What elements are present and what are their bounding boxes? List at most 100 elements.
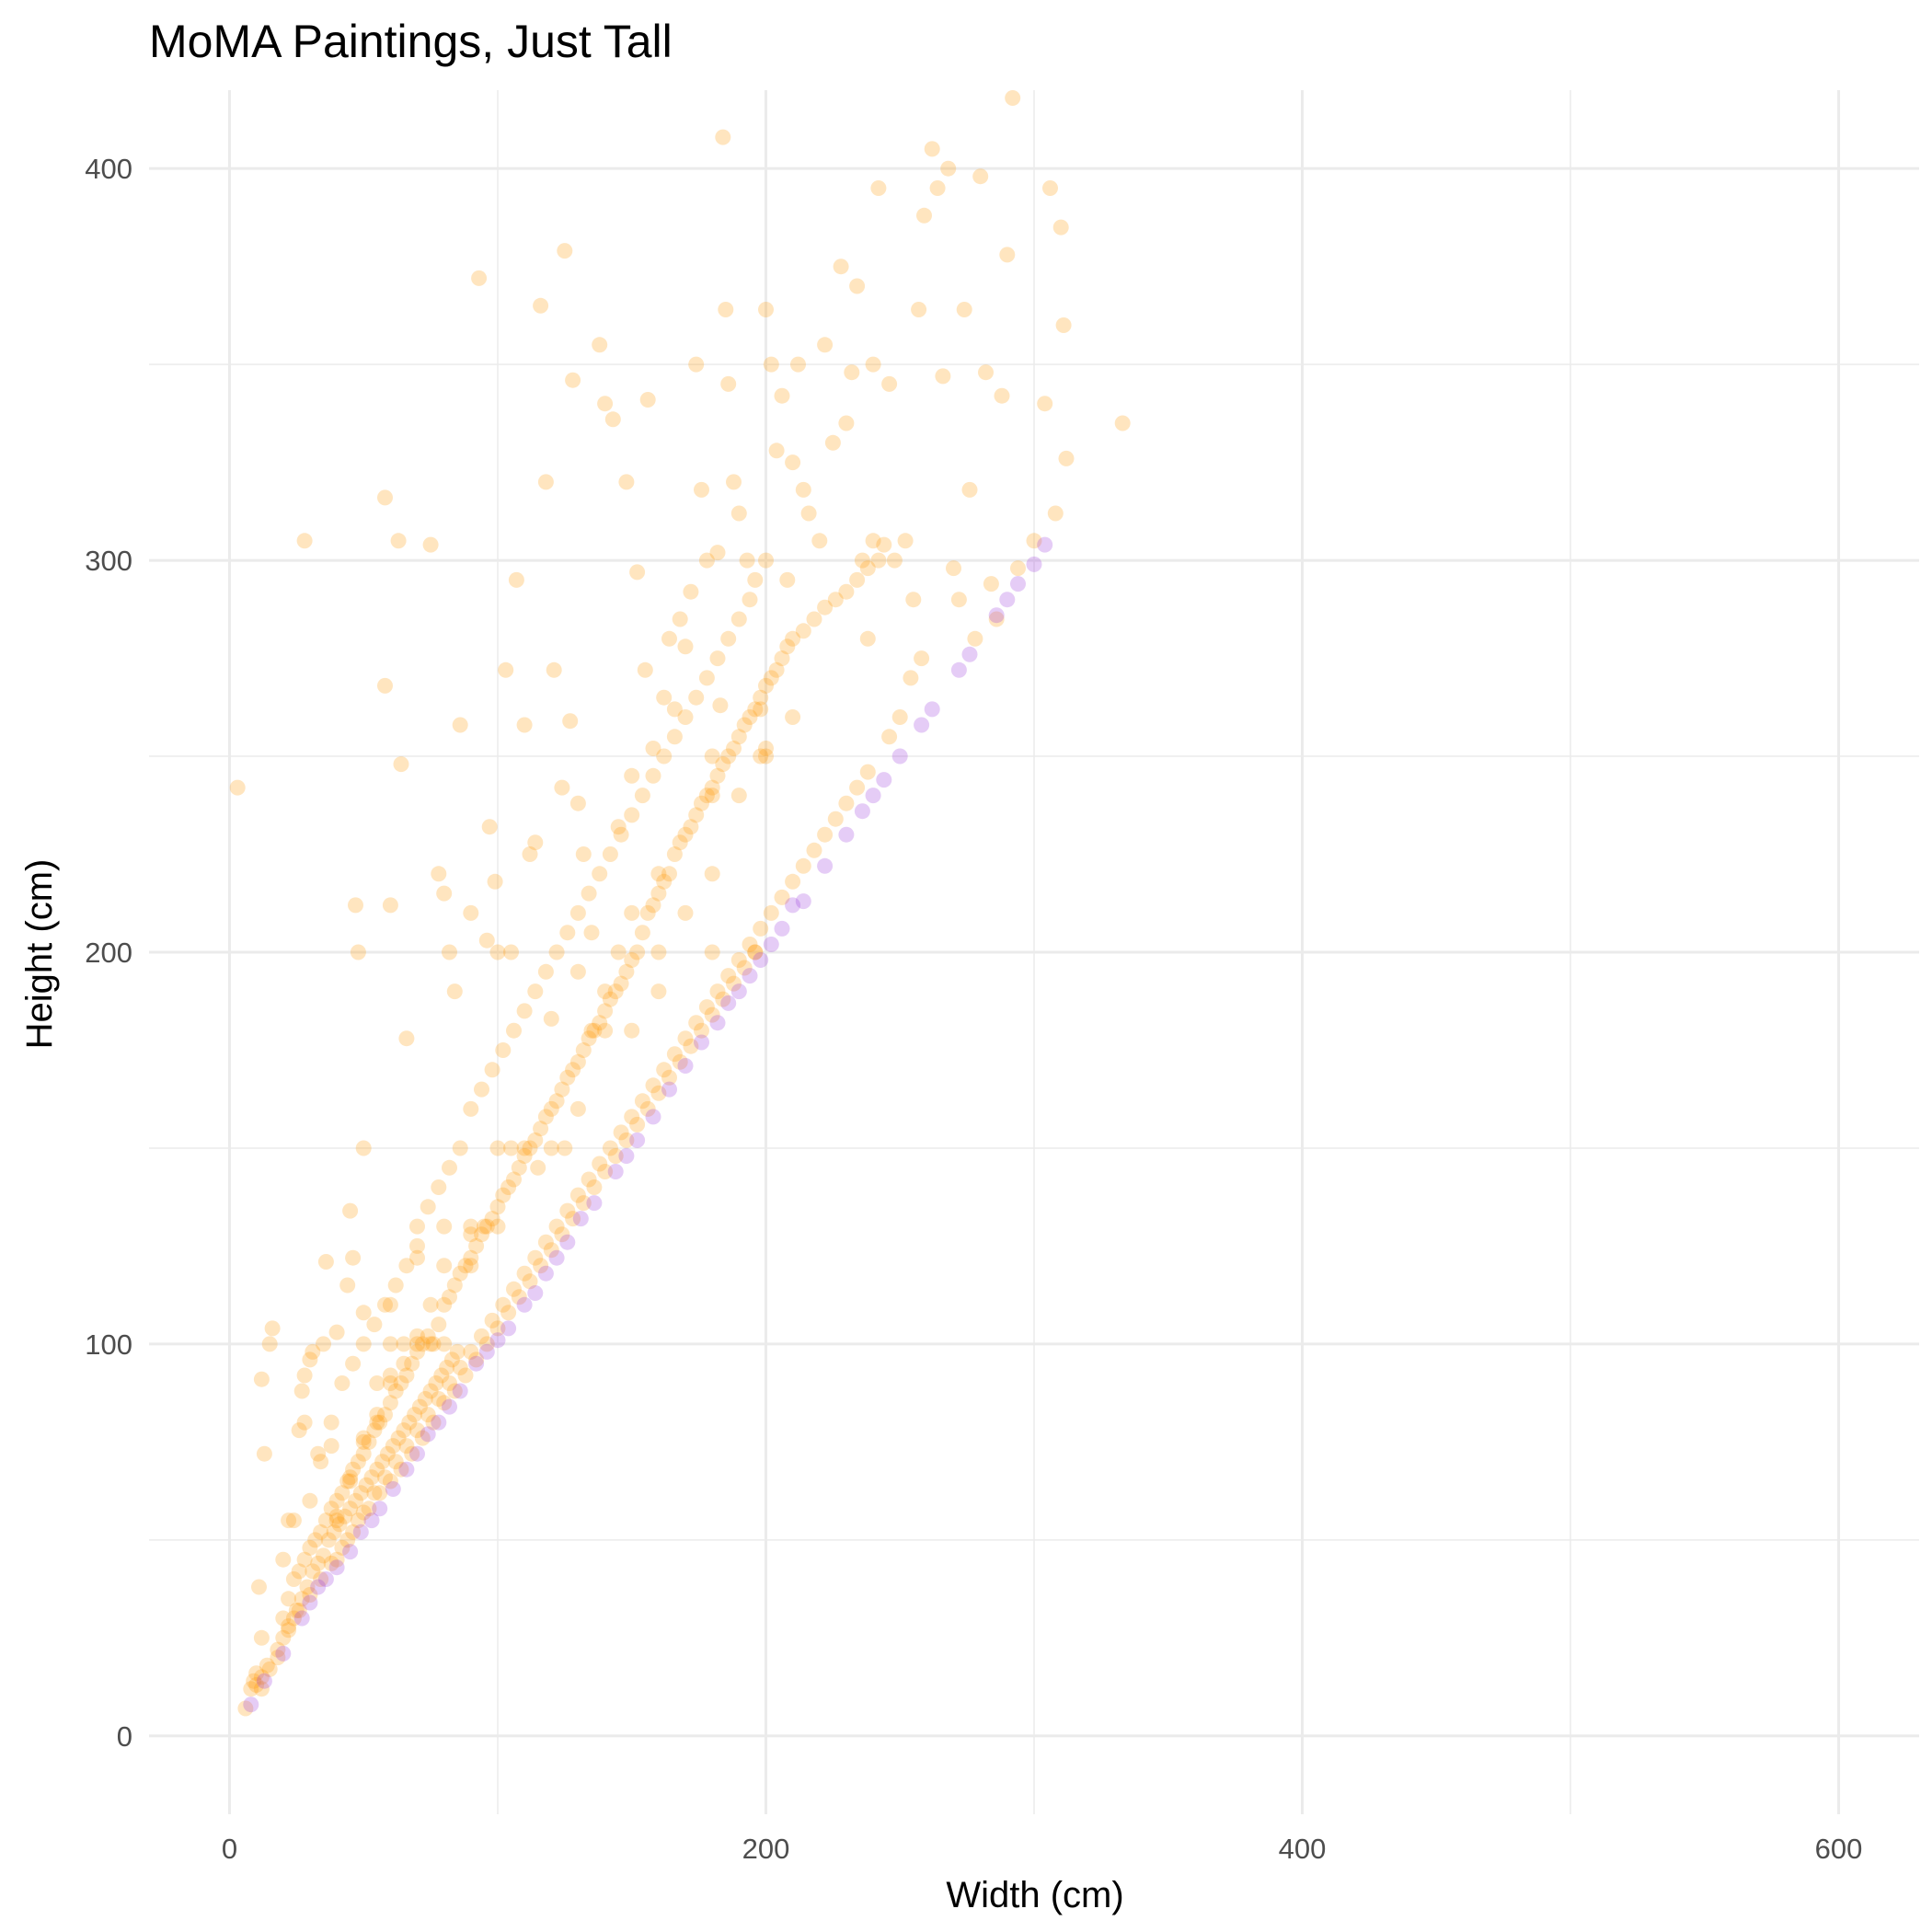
- data-point: [533, 1121, 549, 1137]
- data-point: [495, 1042, 512, 1058]
- data-point: [449, 1343, 466, 1360]
- data-point: [698, 670, 715, 686]
- data-point: [508, 571, 524, 588]
- data-point: [243, 1696, 259, 1713]
- y-axis-title: Height (cm): [19, 859, 60, 1050]
- data-point: [476, 1218, 492, 1235]
- data-point: [506, 1171, 522, 1188]
- data-point: [527, 983, 544, 1000]
- data-point: [565, 1211, 581, 1227]
- data-point: [546, 661, 562, 678]
- data-point: [348, 897, 363, 914]
- data-point: [537, 474, 554, 490]
- grid: [149, 90, 1919, 1814]
- data-point: [516, 1148, 533, 1164]
- data-point: [950, 661, 967, 678]
- data-point: [677, 1058, 694, 1074]
- data-point: [537, 963, 554, 980]
- data-point: [827, 811, 844, 827]
- data-point: [428, 1375, 444, 1391]
- data-point: [385, 1438, 401, 1455]
- data-point: [554, 779, 570, 796]
- data-point: [489, 1320, 506, 1337]
- data-point: [366, 1422, 383, 1439]
- data-point: [302, 1587, 318, 1603]
- data-point: [398, 1367, 415, 1384]
- data-point: [433, 1367, 450, 1384]
- data-point: [369, 1461, 385, 1478]
- data-point: [763, 904, 779, 921]
- x-tick-label: 600: [1815, 1833, 1863, 1865]
- data-point: [350, 944, 366, 960]
- data-point: [758, 302, 774, 317]
- data-point: [634, 925, 650, 941]
- data-point: [950, 592, 967, 608]
- data-point: [779, 638, 796, 655]
- data-point: [543, 1010, 559, 1027]
- data-point: [471, 270, 488, 286]
- data-point: [420, 1426, 436, 1443]
- data-point: [342, 1469, 359, 1486]
- data-point: [661, 1069, 677, 1086]
- data-point: [715, 129, 731, 145]
- data-point: [382, 897, 398, 914]
- data-point: [463, 1226, 479, 1243]
- data-point: [372, 1414, 388, 1431]
- data-point: [436, 885, 453, 902]
- data-point: [557, 243, 573, 259]
- data-point: [355, 1305, 372, 1321]
- data-point: [602, 846, 618, 862]
- data-point: [533, 297, 549, 314]
- data-point: [758, 748, 774, 765]
- data-point: [983, 576, 999, 592]
- data-point: [442, 1159, 457, 1176]
- data-point: [420, 1407, 436, 1423]
- data-point: [795, 893, 811, 910]
- data-point: [704, 1006, 720, 1023]
- data-point: [484, 1062, 500, 1078]
- data-point: [597, 1003, 614, 1019]
- data-point: [624, 1109, 640, 1125]
- data-point: [498, 661, 514, 678]
- data-point: [291, 1603, 307, 1618]
- data-point: [527, 834, 544, 851]
- data-point: [516, 1265, 533, 1282]
- data-point: [785, 897, 801, 914]
- data-point: [559, 1202, 576, 1219]
- data-point: [422, 1383, 439, 1399]
- data-point: [569, 1100, 586, 1117]
- data-point: [342, 1544, 359, 1560]
- data-point: [645, 1109, 661, 1125]
- data-point: [709, 650, 726, 667]
- data-point: [436, 1336, 453, 1352]
- data-point: [795, 857, 811, 874]
- data-point: [698, 999, 715, 1016]
- data-point: [575, 846, 592, 862]
- data-point: [363, 1512, 380, 1529]
- data-point: [583, 1022, 600, 1039]
- data-point: [624, 1022, 640, 1039]
- data-point: [720, 630, 737, 647]
- x-axis-title: Width (cm): [946, 1875, 1123, 1915]
- data-point: [256, 1445, 272, 1462]
- data-point: [961, 646, 978, 662]
- data-point: [317, 1571, 334, 1587]
- data-point: [345, 1524, 362, 1540]
- data-point: [385, 1481, 401, 1497]
- data-point: [516, 1003, 533, 1019]
- data-point: [870, 180, 887, 196]
- data-point: [248, 1677, 265, 1693]
- data-point: [339, 1473, 356, 1489]
- data-point: [774, 920, 790, 937]
- data-point: [369, 1375, 385, 1391]
- data-point: [645, 767, 661, 784]
- data-point: [414, 1430, 431, 1446]
- data-point: [407, 1407, 423, 1423]
- data-point: [355, 1445, 372, 1462]
- data-point: [554, 1081, 570, 1098]
- data-point: [844, 364, 860, 381]
- data-point: [736, 960, 753, 976]
- data-point: [431, 1179, 447, 1195]
- data-point: [293, 1383, 310, 1399]
